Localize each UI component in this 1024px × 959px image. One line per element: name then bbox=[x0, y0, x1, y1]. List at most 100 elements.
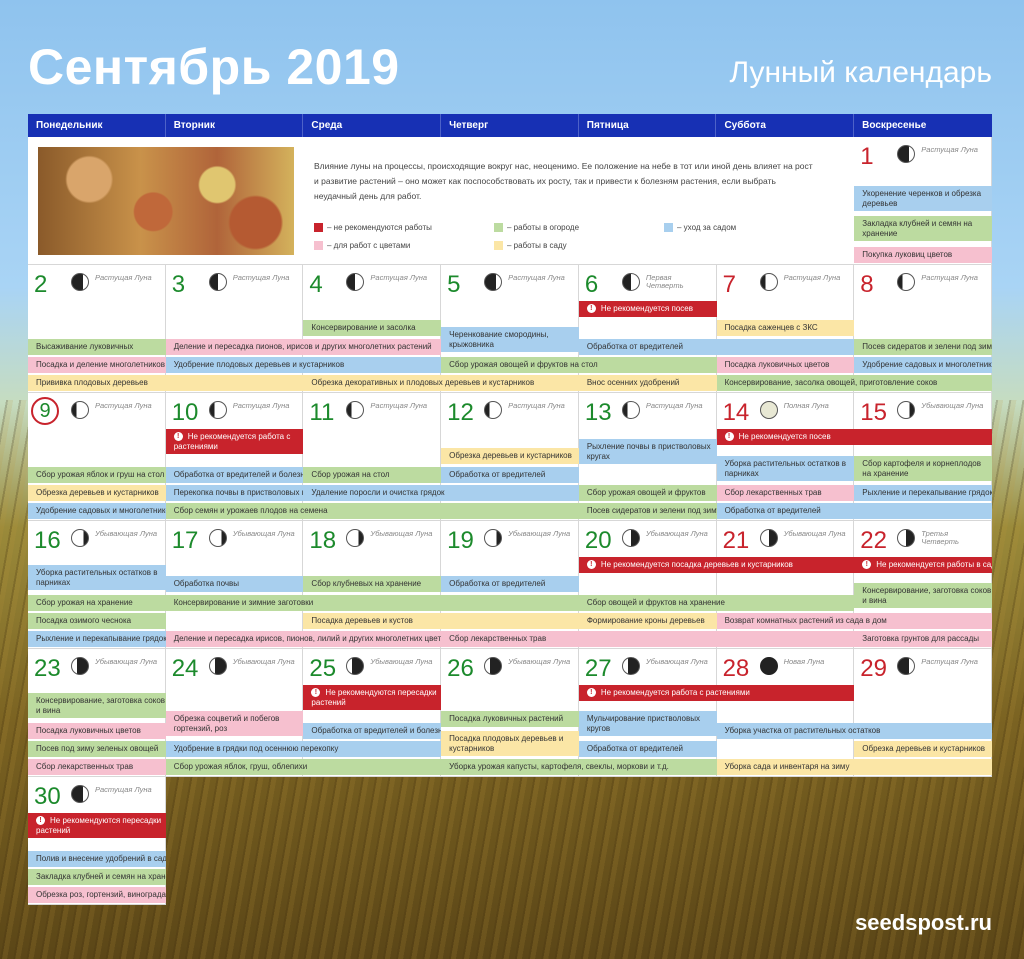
moon-phase-icon bbox=[897, 145, 916, 163]
legend-label: – работы в саду bbox=[507, 241, 567, 250]
activity-bar: Возврат комнатных растений из сада в дом bbox=[716, 613, 992, 629]
moon-phase-label: Убывающая Луна bbox=[95, 529, 158, 538]
moon-phase-label: Растущая Луна bbox=[370, 273, 428, 282]
activity-bar: Уборка урожая капусты, картофеля, свеклы… bbox=[441, 759, 717, 775]
activity-bar: Посадка луковичных цветов bbox=[716, 357, 855, 373]
moon-phase-label: Растущая Луна bbox=[921, 145, 978, 154]
day-number: 16 bbox=[34, 527, 61, 554]
activity-bar: Сбор урожая яблок, груш, облепихи bbox=[165, 759, 442, 775]
activity-bar: Посев под зиму зеленых овощей bbox=[28, 741, 166, 757]
moon-phase-icon bbox=[208, 401, 227, 419]
legend-item: – уход за садом bbox=[664, 223, 736, 233]
day-number: 9 bbox=[31, 397, 59, 425]
activity-bar: Сбор урожая яблок и груш на стол bbox=[28, 467, 166, 483]
day-number: 17 bbox=[171, 527, 199, 554]
moon-phase-label: Убывающая Луна bbox=[508, 657, 571, 666]
activity-bar: Заготовка грунтов для рассады bbox=[854, 631, 992, 647]
moon-phase-label: Растущая Луна bbox=[508, 401, 565, 410]
activity-bar: Обработка от вредителей bbox=[441, 576, 579, 592]
activity-bar: Рыхление почвы в пристволовых кругах bbox=[578, 439, 717, 464]
day-number: 8 bbox=[860, 271, 874, 298]
activity-bar: Удобрение плодовых деревьев и кустарнико… bbox=[165, 357, 442, 373]
activity-bar: Сбор урожая на стол bbox=[303, 467, 442, 483]
activity-bar: Деление и пересадка пионов, ирисов и дру… bbox=[165, 339, 442, 355]
activity-bar: Сбор урожая на хранение bbox=[28, 595, 166, 611]
moon-phase-label: Растущая Луна bbox=[95, 785, 152, 794]
activity-bar: Сбор лекарственных трав bbox=[716, 485, 855, 501]
warning-bar: Не рекомендуются пересадки растений bbox=[303, 685, 442, 710]
day-number: 24 bbox=[171, 655, 199, 682]
activity-bar: Рыхление и перекапывание грядок bbox=[854, 485, 992, 501]
activity-bar: Посадка саженцев с ЗКС bbox=[716, 320, 855, 336]
activity-bar: Перекопка почвы в пристволовых кругах bbox=[165, 485, 304, 501]
activity-bar: Обработка от вредителей bbox=[578, 741, 717, 757]
potatoes-photo bbox=[38, 147, 294, 255]
activity-bar: Обрезка деревьев и кустарников bbox=[854, 741, 992, 757]
legend-swatch bbox=[664, 223, 673, 233]
calendar: Понедельник Вторник Среда Четверг Пятниц… bbox=[28, 114, 992, 907]
weekday-label: Среда bbox=[303, 114, 442, 137]
activity-bar: Покупка луковиц цветов bbox=[854, 247, 992, 263]
moon-phase-label: Растущая Луна bbox=[95, 273, 152, 282]
activity-bar: Консервирование, засолка овощей, пригото… bbox=[716, 375, 992, 391]
day-cell: 6 Первая Четверть bbox=[578, 265, 717, 393]
activity-bar: Мульчирование пристволовых кругов bbox=[578, 711, 717, 736]
activity-bar: Уборка сада и инвентаря на зиму bbox=[716, 759, 992, 775]
day-cell: 9 Растущая Луна bbox=[28, 393, 166, 521]
moon-phase-label: Растущая Луна bbox=[783, 273, 841, 282]
moon-phase-icon bbox=[484, 401, 503, 419]
legend-label: – не рекомендуются работы bbox=[327, 223, 432, 232]
day-number: 27 bbox=[584, 655, 612, 682]
day-number: 3 bbox=[171, 271, 186, 298]
moon-phase-icon bbox=[484, 657, 503, 675]
moon-phase-icon bbox=[71, 401, 89, 419]
day-number: 26 bbox=[447, 655, 474, 682]
activity-bar: Обрезка роз, гортензий, винограда bbox=[28, 887, 166, 903]
activity-bar: Посадка и деление многолетников bbox=[28, 357, 166, 373]
weekday-header: Понедельник Вторник Среда Четверг Пятниц… bbox=[28, 114, 992, 137]
moon-phase-label: Первая Четверть bbox=[645, 273, 684, 290]
activity-bar: Уборка растительных остатков в парниках bbox=[28, 565, 166, 590]
calendar-grid: Влияние луны на процессы, происходящие в… bbox=[28, 137, 992, 907]
weekday-label: Воскресенье bbox=[862, 120, 927, 131]
activity-bar: Укоренение черенков и обрезка деревьев bbox=[854, 186, 992, 211]
intro-text: Влияние луны на процессы, происходящие в… bbox=[314, 161, 813, 201]
activity-bar: Посадка луковичных растений bbox=[441, 711, 579, 727]
weekday-label: Четверг bbox=[441, 114, 579, 137]
day-number: 28 bbox=[722, 655, 750, 682]
activity-bar: Сбор лекарственных трав bbox=[441, 631, 855, 647]
day-number: 4 bbox=[309, 271, 323, 298]
warning-bar: Не рекомендуются пересадки растений bbox=[28, 813, 166, 838]
activity-bar: Консервирование и засолка bbox=[303, 320, 442, 336]
activity-bar: Посев сидератов и зелени под зиму bbox=[578, 503, 717, 519]
activity-bar: Посадка деревьев и кустов bbox=[303, 613, 579, 629]
moon-phase-label: Убывающая Луна bbox=[232, 529, 295, 538]
page-title: Сентябрь 2019 bbox=[28, 39, 400, 95]
moon-phase-icon bbox=[346, 401, 365, 419]
activity-bar: Сбор картофеля и корнеплодов на хранение bbox=[854, 456, 992, 481]
activity-bar: Обрезка соцветий и побегов гортензий, ро… bbox=[165, 711, 304, 736]
moon-phase-label: Растущая Луна bbox=[95, 401, 152, 410]
activity-bar: Сбор семян и урожаев плодов на семена bbox=[165, 503, 579, 519]
activity-bar: Обрезка деревьев и кустарников bbox=[28, 485, 166, 501]
activity-bar: Уборка растительных остатков в парниках bbox=[716, 456, 855, 481]
day-cell: 29 Растущая Луна bbox=[854, 649, 992, 777]
weekday-label: Вторник bbox=[166, 114, 304, 137]
day-cell: 11 Растущая Луна bbox=[303, 393, 442, 521]
activity-bar: Обработка почвы bbox=[165, 576, 304, 592]
moon-phase-icon bbox=[346, 273, 365, 291]
moon-phase-icon bbox=[759, 401, 778, 419]
day-number: 12 bbox=[447, 399, 474, 426]
moon-phase-label: Убывающая Луна bbox=[921, 401, 984, 410]
day-cell: 10 Растущая Луна bbox=[165, 393, 304, 521]
legend-item: – для работ с цветами bbox=[314, 241, 410, 251]
day-cell: 8 Растущая Луна bbox=[854, 265, 992, 393]
activity-bar: Сбор овощей и фруктов на хранение bbox=[578, 595, 855, 611]
moon-phase-label: Растущая Луна bbox=[921, 657, 978, 666]
activity-bar: Сбор лекарственных трав bbox=[28, 759, 166, 775]
activity-bar: Сбор урожая овощей и фруктов bbox=[578, 485, 717, 501]
moon-phase-label: Убывающая Луна bbox=[645, 529, 708, 538]
moon-phase-icon bbox=[897, 401, 916, 419]
activity-bar: Обработка от вредителей bbox=[441, 467, 579, 483]
legend-item: – работы в огороде bbox=[494, 223, 579, 233]
